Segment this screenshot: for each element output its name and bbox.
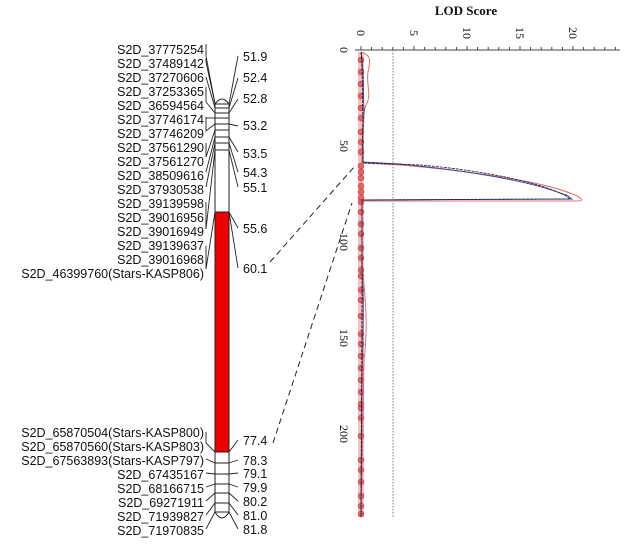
marker-names: S2D_37775254 S2D_37489142 S2D_37270606 S…: [21, 43, 204, 538]
marker-label: S2D_68166715: [117, 482, 204, 496]
position-label: 79.1: [243, 467, 267, 481]
position-label: 79.9: [243, 481, 267, 495]
y-tick-label: 50: [337, 140, 351, 152]
marker-connectors-left: [205, 44, 216, 530]
position-label: 53.5: [243, 147, 267, 161]
lod-curve-red: [360, 51, 583, 518]
qtl-interval-segment: [214, 211, 230, 453]
lod-panel: LOD Score 0 5 10 15 20 0 50 100 150 200: [337, 3, 620, 518]
position-label: 78.3: [243, 454, 267, 468]
marker-label: S2D_69271911: [118, 496, 204, 510]
x-tick-label: 15: [513, 27, 527, 39]
marker-label: S2D_39139637: [117, 239, 204, 253]
marker-label: S2D_65870504(Stars-KASP800): [21, 426, 204, 440]
marker-label: S2D_71939827: [117, 510, 204, 524]
position-label: 60.1: [243, 262, 267, 276]
marker-label: S2D_67435167: [117, 468, 204, 482]
marker-label: S2D_39016949: [117, 225, 204, 239]
position-label: 52.4: [243, 71, 267, 85]
marker-label: S2D_39139598: [117, 197, 204, 211]
lod-x-tick-labels: 0 5 10 15 20: [354, 27, 580, 39]
linkage-map: S2D_37775254 S2D_37489142 S2D_37270606 S…: [21, 43, 267, 538]
marker-label: S2D_39016956: [117, 211, 204, 225]
marker-label: S2D_37746209: [117, 127, 204, 141]
marker-label: S2D_37775254: [117, 43, 204, 57]
lod-axis-title: LOD Score: [435, 3, 497, 18]
marker-label: S2D_65870560(Stars-KASP803): [21, 440, 204, 454]
position-label: 55.6: [243, 222, 267, 236]
x-tick-label: 10: [460, 27, 474, 39]
marker-connectors-right: [228, 55, 239, 530]
marker-label: S2D_37561270: [117, 155, 204, 169]
position-label: 77.4: [243, 434, 267, 448]
marker-label: S2D_37270606: [117, 71, 204, 85]
y-tick-label: 0: [337, 47, 351, 53]
marker-label: S2D_39016968: [117, 253, 204, 267]
marker-label: S2D_71970835: [117, 524, 204, 538]
marker-label: S2D_46399760(Stars-KASP806): [21, 267, 204, 281]
marker-label: S2D_67563893(Stars-KASP797): [21, 454, 204, 468]
marker-label: S2D_37253365: [117, 85, 204, 99]
marker-label: S2D_37746174: [117, 113, 204, 127]
x-tick-label: 5: [407, 30, 421, 36]
x-tick-label: 20: [566, 27, 580, 39]
qtl-dashed-connectors: [269, 165, 356, 444]
marker-label: S2D_36594564: [117, 99, 204, 113]
position-label: 55.1: [243, 181, 267, 195]
y-tick-label: 150: [337, 329, 351, 347]
position-label: 53.2: [243, 119, 267, 133]
x-tick-label: 0: [354, 30, 368, 36]
position-label: 81.8: [243, 523, 267, 537]
position-label: 81.0: [243, 509, 267, 523]
marker-label: S2D_37930538: [117, 183, 204, 197]
lod-curve-blue: [360, 51, 574, 518]
marker-positions: 51.9 52.4 52.8 53.2 53.5 54.3 55.1 55.6 …: [243, 50, 267, 537]
position-label: 52.8: [243, 92, 267, 106]
position-label: 51.9: [243, 50, 267, 64]
lod-curves: [360, 51, 583, 518]
position-label: 54.3: [243, 166, 267, 180]
y-tick-label: 100: [337, 233, 351, 251]
marker-label: S2D_37561290: [117, 141, 204, 155]
lod-y-tick-labels: 0 50 100 150 200: [337, 47, 351, 443]
y-tick-label: 200: [337, 425, 351, 443]
marker-bands: [215, 103, 229, 513]
lod-x-ticks: [360, 46, 616, 50]
position-label: 80.2: [243, 495, 267, 509]
marker-label: S2D_38509616: [117, 169, 204, 183]
marker-label: S2D_37489142: [117, 57, 204, 71]
lod-curve-black: [360, 51, 572, 518]
